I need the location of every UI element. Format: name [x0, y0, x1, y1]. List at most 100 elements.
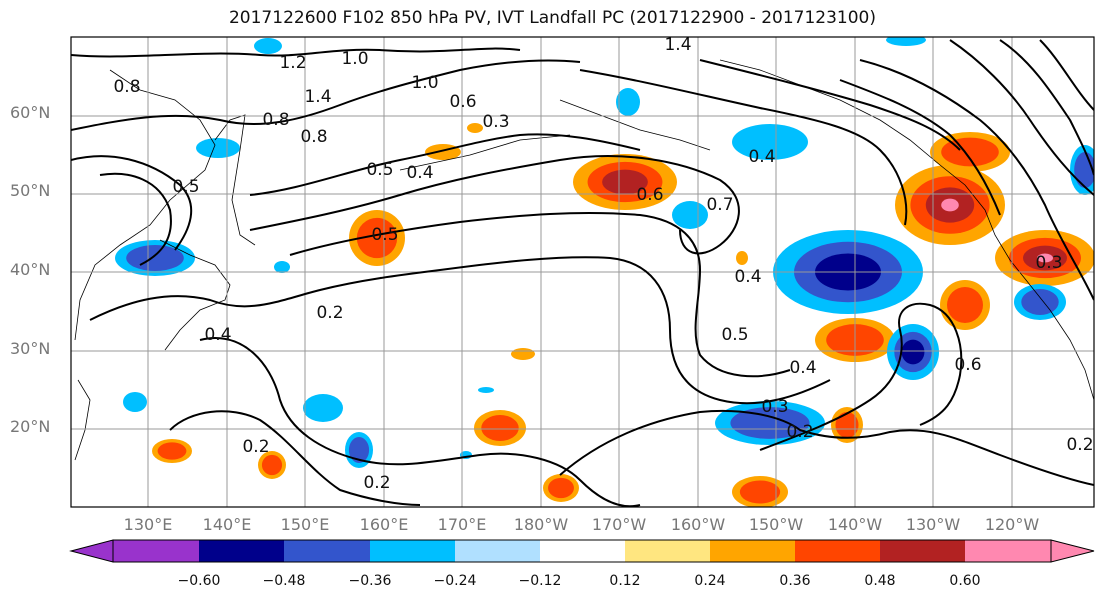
contour-value: 0.4 [748, 147, 775, 167]
map-frame [70, 36, 1095, 508]
shaded-anomalies [115, 37, 1094, 507]
contour-value: 0.4 [789, 358, 816, 378]
colorbar-tick-label: −0.48 [262, 573, 306, 589]
lon-label: 150°W [748, 515, 804, 534]
contour-value: 0.3 [482, 112, 509, 132]
contour-label: 0.5 [172, 177, 199, 197]
contour-value: 0.4 [734, 267, 761, 287]
pv-contour [699, 59, 961, 151]
colorbar-segment [284, 540, 370, 562]
colorbar-tick-label: −0.60 [177, 573, 221, 589]
colorbar [69, 539, 1095, 563]
map-title: 2017122600 F102 850 hPa PV, IVT Landfall… [228, 8, 876, 28]
contour-value: 1.4 [304, 87, 331, 107]
negative-anomaly [254, 38, 282, 54]
negative-anomaly [1021, 289, 1059, 315]
pv-contour [249, 133, 641, 196]
lat-label: 30°N [10, 339, 51, 358]
lat-label: 40°N [10, 260, 51, 279]
lon-label: 170°W [591, 515, 647, 534]
colorbar-segment [540, 540, 625, 562]
pv-contour [289, 211, 791, 378]
contour-value: 0.2 [363, 473, 390, 493]
contour-label: 0.2 [363, 473, 390, 493]
contour-value: 0.8 [262, 110, 289, 130]
contour-value: 0.3 [1035, 253, 1062, 273]
contour-label: 0.6 [954, 355, 981, 375]
positive-anomaly [548, 477, 574, 499]
positive-anomaly [467, 123, 483, 133]
contour-value: 0.2 [786, 422, 813, 442]
positive-anomaly [425, 144, 461, 160]
contour-label: 0.5 [366, 160, 393, 180]
colorbar-outline [112, 539, 1052, 563]
contour-label: 0.6 [449, 92, 476, 112]
pv-contour [949, 39, 1094, 196]
contour-value: 1.2 [279, 53, 306, 73]
negative-anomaly [616, 88, 640, 116]
colorbar-segment [455, 540, 540, 562]
positive-anomaly [947, 287, 983, 323]
positive-anomaly [511, 348, 535, 360]
lon-label: 140°E [202, 515, 252, 534]
negative-anomaly [901, 339, 925, 365]
contour-label: 0.7 [706, 195, 733, 215]
contour-value: 0.2 [242, 437, 269, 457]
contour-label: 1.4 [664, 35, 691, 55]
pv-contour [859, 59, 1094, 301]
contour-value: 1.4 [664, 35, 691, 55]
contour-value: 0.4 [406, 163, 433, 183]
lat-label: 60°N [10, 103, 51, 122]
contour-label: 1.0 [411, 73, 438, 93]
contour-label: 1.4 [304, 87, 331, 107]
coastline [399, 134, 571, 171]
contour-value: 0.5 [721, 325, 748, 345]
contour-label: 0.5 [721, 325, 748, 345]
contour-value: 0.6 [449, 92, 476, 112]
pv-contour [579, 69, 908, 226]
contour-label: 0.4 [748, 147, 775, 167]
pv-contour [169, 410, 421, 506]
colorbar-segment [880, 540, 965, 562]
contour-value: 0.3 [761, 397, 788, 417]
contour-label: 0.2 [242, 437, 269, 457]
lon-label: 150°E [280, 515, 330, 534]
negative-anomaly [348, 437, 370, 463]
contour-value: 0.6 [954, 355, 981, 375]
contour-label: 0.2 [786, 422, 813, 442]
negative-anomaly [196, 138, 240, 158]
colorbar-segment [795, 540, 880, 562]
pv-contour [89, 256, 831, 405]
lon-label: 130°E [123, 515, 173, 534]
pv-contour [249, 155, 740, 255]
contour-value: 0.5 [371, 225, 398, 245]
contour-label: 0.8 [113, 77, 140, 97]
colorbar-extend-min [69, 539, 114, 563]
pv-contour [759, 302, 963, 451]
coastline [74, 69, 216, 341]
colorbar-tick-label: 0.60 [949, 573, 981, 589]
contour-label: 0.4 [734, 267, 761, 287]
lon-label: 140°W [827, 515, 883, 534]
pv-contour [839, 79, 1001, 216]
contour-label: 1.2 [279, 53, 306, 73]
contour-label: 0.3 [761, 397, 788, 417]
pv-contour [1039, 39, 1094, 111]
colorbar-segment [625, 540, 710, 562]
contour-labels: 0.81.2 1.01.41.01.40.80.50.60.30.80.5 0.40… [113, 35, 1093, 493]
contour-value: 1.0 [341, 49, 368, 69]
contour-label: 0.8 [300, 127, 327, 147]
positive-anomaly [356, 217, 398, 259]
contour-label: 0.6 [636, 185, 663, 205]
contour-label: 0.5 [371, 225, 398, 245]
contour-value: 0.5 [172, 177, 199, 197]
pv-contour [99, 172, 172, 266]
pv-contour [559, 409, 1094, 486]
positive-anomaly [739, 480, 781, 504]
contour-label: 0.4 [789, 358, 816, 378]
colorbar-tick-label: 0.12 [609, 573, 641, 589]
lat-label: 50°N [10, 181, 51, 200]
positive-anomaly [941, 198, 959, 212]
negative-anomaly [672, 201, 708, 229]
